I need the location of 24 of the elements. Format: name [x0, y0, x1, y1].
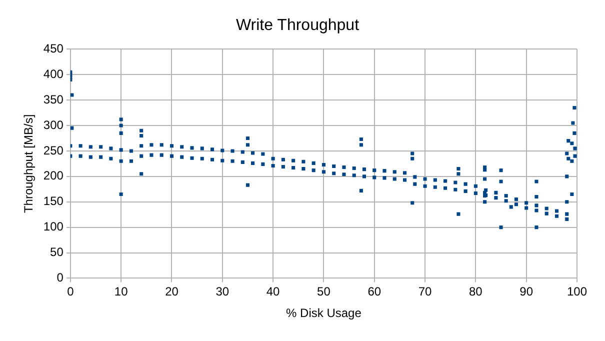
x-tick-label: 70	[418, 284, 432, 299]
x-tick-label: 100	[566, 284, 588, 299]
y-axis-title: Throughput [MB/s]	[22, 114, 36, 214]
x-tick-label: 50	[317, 284, 331, 299]
x-tick-label: 30	[216, 284, 230, 299]
x-axis-title: % Disk Usage	[286, 306, 362, 320]
x-tick-label: 0	[67, 284, 74, 299]
y-tick-label: 50	[50, 245, 64, 260]
y-tick-label: 450	[43, 42, 64, 56]
chart-title: Write Throughput	[236, 17, 360, 34]
x-tick-label: 10	[114, 284, 128, 299]
y-tick-label: 400	[43, 66, 64, 81]
x-tick-label: 40	[266, 284, 280, 299]
y-tick-label: 300	[43, 118, 64, 132]
x-tick-label: 80	[469, 284, 483, 299]
y-tick-label: 0	[56, 270, 64, 285]
x-tick-label: 60	[368, 284, 382, 299]
y-tick-label: 250	[43, 143, 64, 158]
y-tick-label: 200	[43, 168, 64, 183]
x-tick-label: 90	[520, 284, 534, 299]
x-tick-label: 20	[165, 284, 179, 299]
y-tick-label: 350	[43, 92, 64, 106]
y-tick-label: 150	[43, 194, 64, 208]
y-tick-label: 100	[43, 220, 64, 234]
